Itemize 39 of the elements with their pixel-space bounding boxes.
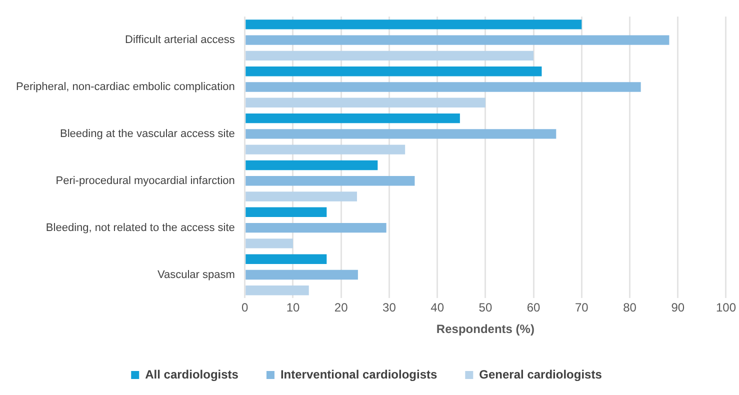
legend-label: General cardiologists xyxy=(479,367,602,382)
bar xyxy=(246,270,358,280)
y-tick-label: Bleeding at the vascular access site xyxy=(60,128,235,140)
y-tick-label: Difficult arterial access xyxy=(125,34,236,46)
bar xyxy=(246,286,309,296)
x-tick-label: 90 xyxy=(671,300,685,315)
bar xyxy=(246,20,582,30)
bar xyxy=(246,144,406,154)
bar xyxy=(246,207,327,218)
x-tick-label: 40 xyxy=(430,300,444,315)
x-tick-label: 20 xyxy=(334,300,348,315)
legend-label: All cardiologists xyxy=(145,367,239,382)
x-tick-label: 0 xyxy=(242,300,249,315)
x-tick-label: 80 xyxy=(623,300,637,315)
x-axis-title: Respondents (%) xyxy=(436,322,534,336)
x-tick-label: 30 xyxy=(382,300,396,315)
x-tick-label: 100 xyxy=(716,300,736,315)
y-tick-label: Peripheral, non-cardiac embolic complication xyxy=(16,81,235,94)
x-tick-label: 70 xyxy=(574,300,589,315)
x-tick-label: 10 xyxy=(286,300,300,315)
y-tick-label: Vascular spasm xyxy=(157,268,235,281)
bar xyxy=(246,50,534,61)
x-tick-label: 50 xyxy=(478,300,492,315)
bar xyxy=(246,254,327,264)
bar xyxy=(246,98,486,108)
bar xyxy=(246,238,293,248)
bar xyxy=(246,113,460,124)
bar xyxy=(246,82,641,92)
bar xyxy=(246,192,357,202)
bar xyxy=(246,129,556,139)
x-tick-label: 60 xyxy=(526,300,541,315)
legend-label: Interventional cardiologists xyxy=(280,367,438,382)
y-tick-label: Bleeding, not related to the access site xyxy=(46,222,235,234)
bar xyxy=(246,35,670,45)
bar xyxy=(246,160,378,170)
y-tick-label: Peri-procedural myocardial infarction xyxy=(56,174,235,187)
bar xyxy=(246,66,542,76)
bar xyxy=(246,176,415,186)
bar xyxy=(246,222,386,233)
